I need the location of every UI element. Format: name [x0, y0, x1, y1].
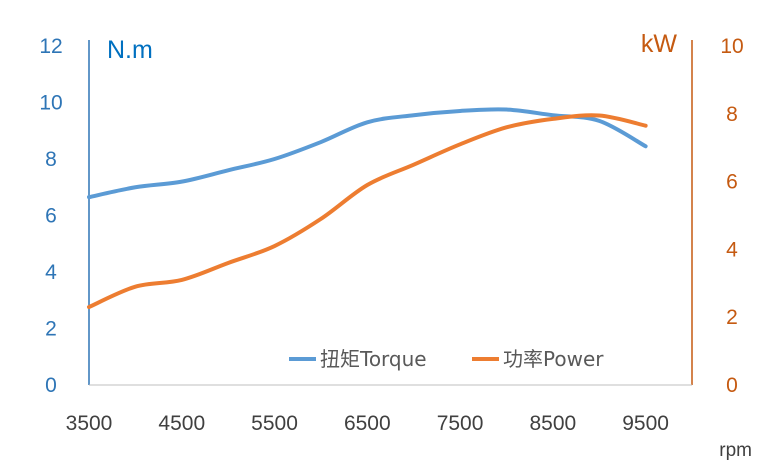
x-tick-label: 5500 — [251, 412, 298, 435]
right-tick-label: 2 — [726, 306, 738, 329]
data-point-power — [504, 125, 508, 129]
data-point-torque — [644, 144, 648, 148]
data-point-torque — [412, 113, 416, 117]
data-point-power — [319, 217, 323, 221]
data-point-power — [226, 261, 230, 265]
x-axis-ticks: 3500 4500 5500 6500 7500 8500 9500 — [66, 412, 669, 435]
data-point-power — [551, 117, 555, 121]
data-point-power — [87, 305, 91, 309]
left-tick-label: 4 — [45, 261, 57, 284]
legend-label-torque: 扭矩Torque — [320, 347, 427, 371]
right-tick-label: 10 — [720, 35, 743, 58]
right-tick-label: 6 — [726, 171, 738, 194]
x-tick-label: 7500 — [437, 412, 484, 435]
data-point-power — [180, 278, 184, 282]
data-point-torque — [504, 108, 508, 112]
right-tick-label: 4 — [726, 238, 738, 261]
data-point-power — [644, 124, 648, 128]
right-tick-label: 8 — [726, 103, 738, 126]
series-layer — [87, 107, 648, 310]
x-tick-label: 3500 — [66, 412, 113, 435]
right-tick-label: 0 — [726, 374, 738, 397]
data-point-power — [412, 163, 416, 167]
data-point-torque — [597, 119, 601, 123]
left-tick-label: 12 — [39, 35, 62, 58]
left-tick-label: 10 — [39, 92, 62, 115]
x-tick-label: 8500 — [529, 412, 576, 435]
data-point-torque — [458, 109, 462, 113]
legend-label-power: 功率Power — [503, 347, 604, 371]
data-point-torque — [226, 168, 230, 172]
data-point-power — [597, 113, 601, 117]
left-tick-label: 8 — [45, 148, 57, 171]
data-point-power — [133, 285, 137, 289]
x-tick-label: 6500 — [344, 412, 391, 435]
right-axis-unit: kW — [641, 30, 678, 58]
data-point-torque — [273, 157, 277, 161]
left-tick-label: 2 — [45, 318, 57, 341]
data-point-torque — [180, 180, 184, 184]
data-point-power — [365, 183, 369, 187]
left-tick-label: 0 — [45, 374, 57, 397]
data-point-torque — [551, 113, 555, 117]
x-tick-label: 4500 — [158, 412, 205, 435]
series-line-power — [87, 113, 648, 310]
left-axis-ticks: 0 2 4 6 8 10 12 — [39, 35, 62, 397]
data-point-torque — [133, 185, 137, 189]
x-axis-unit: rpm — [719, 440, 752, 461]
data-point-torque — [87, 195, 91, 199]
x-tick-label: 9500 — [622, 412, 669, 435]
left-tick-label: 6 — [45, 205, 57, 228]
series-line-torque — [87, 107, 648, 200]
data-point-power — [458, 142, 462, 146]
right-axis-ticks: 0 2 4 6 8 10 — [720, 35, 743, 397]
data-point-power — [273, 244, 277, 248]
data-point-torque — [365, 120, 369, 124]
legend: 扭矩Torque 功率Power — [289, 347, 604, 371]
left-axis-unit: N.m — [107, 36, 153, 64]
data-point-torque — [319, 140, 323, 144]
